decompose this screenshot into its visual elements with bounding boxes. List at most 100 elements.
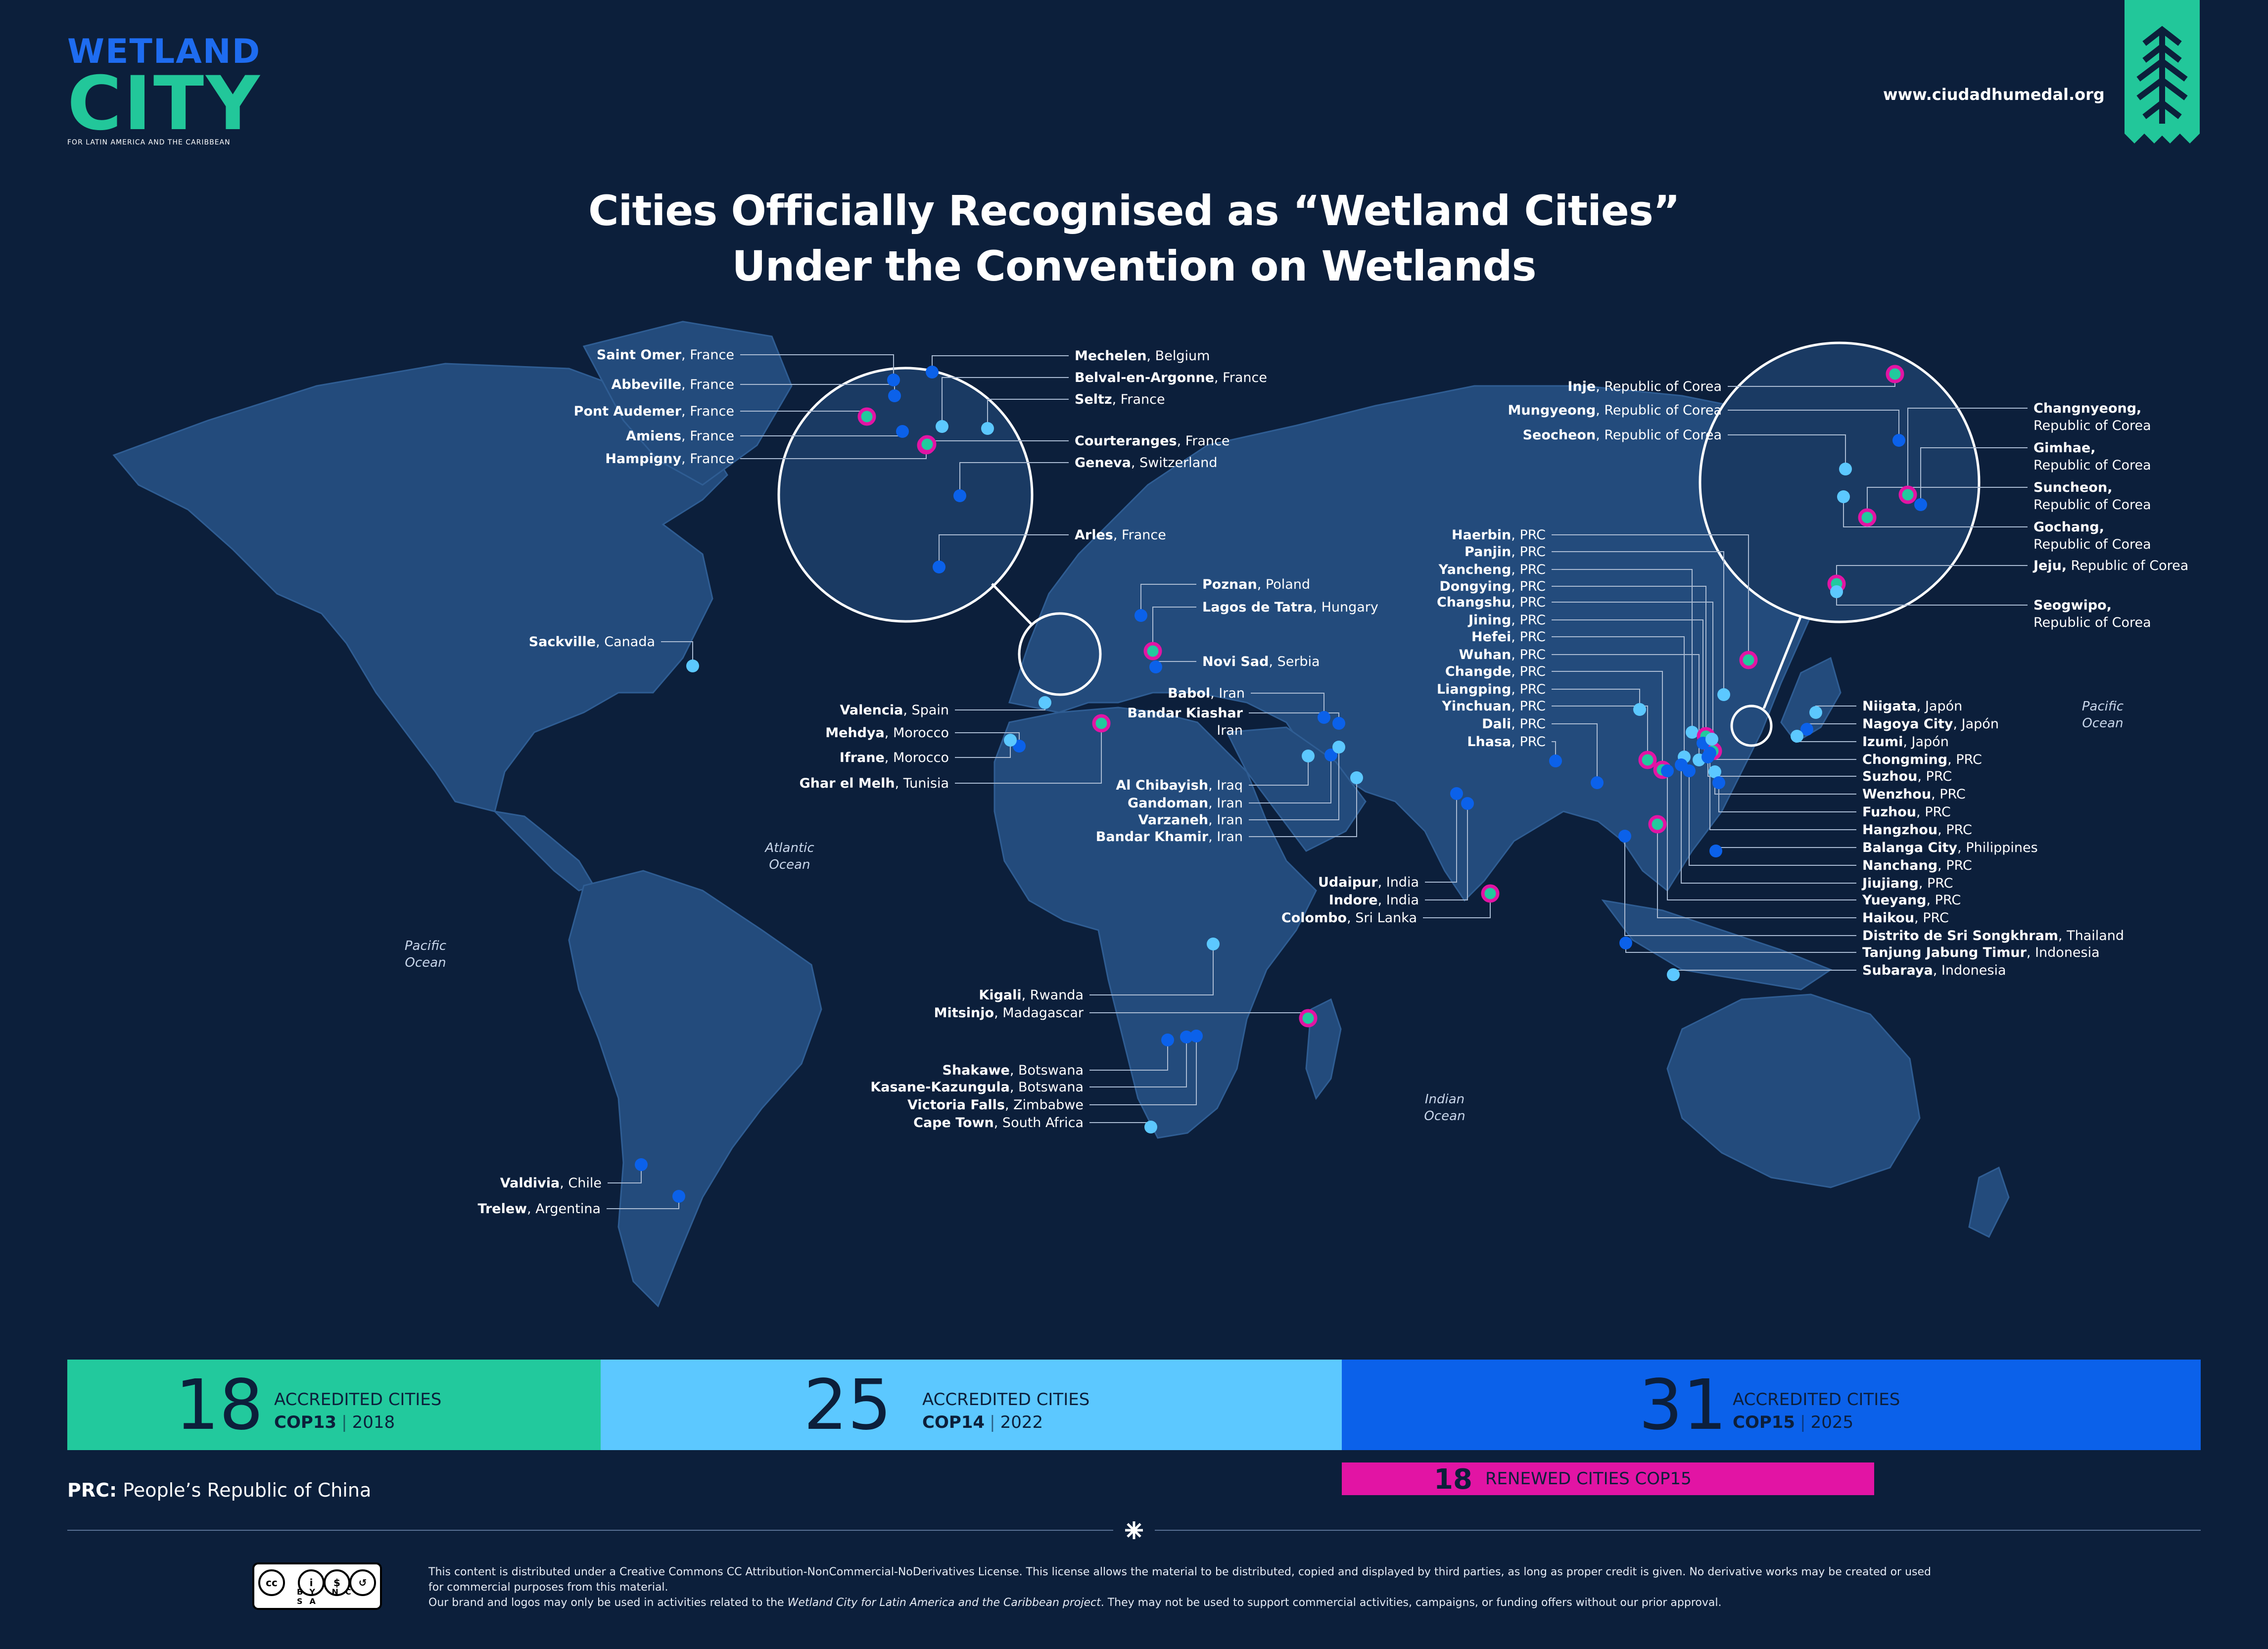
city-marker-chongming[interactable] <box>1705 733 1718 746</box>
city-marker-valdivia[interactable] <box>635 1158 648 1171</box>
city-marker-indore[interactable] <box>1461 797 1474 810</box>
city-marker-novi-sad[interactable] <box>1149 660 1162 673</box>
city-marker-shakawe[interactable] <box>1161 1034 1174 1046</box>
city-name: Balanga City <box>1862 840 1957 855</box>
city-marker-bandar-khamir[interactable] <box>1350 771 1363 784</box>
city-name: Niigata <box>1862 699 1917 714</box>
city-marker-courteranges[interactable] <box>918 435 937 454</box>
city-name: Gimhae, <box>2033 440 2096 456</box>
city-name: Dongying <box>1439 579 1511 594</box>
europe-zoom-circle <box>1018 612 1102 696</box>
city-marker-seogwipo[interactable] <box>1830 585 1843 598</box>
city-marker-jiujiang[interactable] <box>1675 758 1688 771</box>
city-marker-changnyeong[interactable] <box>1898 485 1917 504</box>
city-marker-sackville[interactable] <box>686 660 699 672</box>
city-label-saint-omer: Saint Omer, France <box>597 347 734 363</box>
city-marker-izumi[interactable] <box>1791 730 1803 743</box>
city-marker-babol[interactable] <box>1318 711 1330 724</box>
city-marker-colombo[interactable] <box>1481 884 1500 903</box>
city-marker-yinchuan[interactable] <box>1638 751 1657 769</box>
city-marker-wenzhou[interactable] <box>1708 765 1721 778</box>
city-marker-subaraya[interactable] <box>1667 968 1680 981</box>
city-marker-inje[interactable] <box>1886 365 1904 383</box>
city-marker-al-chibayish[interactable] <box>1302 750 1315 762</box>
city-dot <box>1207 938 1220 950</box>
city-name: Abbeville <box>612 377 682 392</box>
city-marker-mechelen[interactable] <box>926 366 939 378</box>
city-marker-pont-audemer[interactable] <box>857 407 876 426</box>
leader-changde <box>1552 671 1663 770</box>
city-label-changde: Changde, PRC <box>1445 664 1546 679</box>
city-dot <box>1549 754 1562 767</box>
city-marker-hangzhou[interactable] <box>1703 747 1716 759</box>
ocean-name: Atlantic <box>764 841 814 855</box>
city-dot <box>1839 463 1852 475</box>
city-country: , PRC <box>1919 876 1953 891</box>
city-country: , Spain <box>903 703 949 718</box>
city-marker-ghar-el-melh[interactable] <box>1092 714 1111 733</box>
japan-landmass <box>1780 657 1842 743</box>
city-marker-kasane-kazungula[interactable] <box>1180 1031 1193 1043</box>
city-marker-gimhae[interactable] <box>1914 498 1927 511</box>
wetland-city-logo[interactable]: WETLAND CITY FOR LATIN AMERICA AND THE C… <box>67 35 262 147</box>
city-marker-haerbin[interactable] <box>1739 651 1758 669</box>
city-marker-amiens[interactable] <box>896 425 909 438</box>
city-country: , Rwanda <box>1022 988 1084 1003</box>
city-marker-arles[interactable] <box>933 561 945 573</box>
city-marker-udaipur[interactable] <box>1450 787 1463 800</box>
city-marker-yueyang[interactable] <box>1661 764 1674 777</box>
city-marker-lagos-de-tatra[interactable] <box>1143 642 1162 660</box>
city-marker-haikou[interactable] <box>1648 815 1667 834</box>
city-marker-seocheon[interactable] <box>1839 463 1852 475</box>
city-marker-bandar-kiashar[interactable] <box>1332 717 1345 730</box>
city-marker-varzaneh[interactable] <box>1332 741 1345 754</box>
city-marker-victoria-falls[interactable] <box>1190 1030 1203 1042</box>
creative-commons-badge[interactable]: cc i $ ↺ BY NC SA <box>252 1562 382 1610</box>
city-country: , Botswana <box>1010 1063 1084 1078</box>
city-marker-mitsinjo[interactable] <box>1299 1009 1318 1028</box>
leader-panjin <box>1552 551 1724 695</box>
city-marker-seltz[interactable] <box>981 422 994 435</box>
city-marker-yancheng[interactable] <box>1686 726 1699 739</box>
city-dot <box>918 435 937 454</box>
city-marker-niigata[interactable] <box>1809 706 1822 719</box>
city-marker-mungyeong[interactable] <box>1892 434 1905 447</box>
stat-cop: COP15 <box>1733 1413 1796 1432</box>
city-marker-poznan[interactable] <box>1134 609 1147 622</box>
renewed-number: 18 <box>1434 1463 1472 1496</box>
city-marker-fuzhou[interactable] <box>1712 776 1725 789</box>
city-marker-belval-en-argonne[interactable] <box>936 420 948 433</box>
city-dot <box>1717 688 1730 701</box>
city-marker-geneva[interactable] <box>953 489 966 502</box>
city-marker-suncheon[interactable] <box>1858 508 1877 527</box>
city-marker-nagoya-city[interactable] <box>1800 723 1813 736</box>
city-marker-liangping[interactable] <box>1633 703 1646 716</box>
website-link[interactable]: www.ciudadhumedal.org <box>1883 85 2105 104</box>
city-name: Novi Sad <box>1202 654 1269 669</box>
city-marker-dali[interactable] <box>1591 776 1604 789</box>
city-marker-cape-town[interactable] <box>1144 1121 1157 1133</box>
stat-cop-line: COP14 | 2022 <box>922 1411 1089 1434</box>
city-name: Panjin <box>1465 544 1511 560</box>
city-name: Yancheng <box>1438 562 1512 577</box>
city-marker-saint-omer[interactable] <box>887 374 900 386</box>
city-country: Republic of Corea <box>2033 497 2151 513</box>
city-marker-kigali[interactable] <box>1207 938 1220 950</box>
city-marker-abbeville[interactable] <box>888 389 901 402</box>
city-marker-trelew[interactable] <box>672 1190 685 1203</box>
ocean-labels: Atlantic Ocean Pacific Ocean Pacific Ocean … <box>405 699 2124 1124</box>
city-marker-distrito-de-sri-songkhram[interactable] <box>1618 830 1631 843</box>
leader-shakawe <box>1089 1040 1168 1071</box>
city-country: , PRC <box>1511 647 1546 662</box>
city-marker-gochang[interactable] <box>1837 490 1850 503</box>
city-marker-tanjung-jabung-timur[interactable] <box>1619 937 1632 949</box>
city-marker-panjin[interactable] <box>1717 688 1730 701</box>
stat-cop: COP13 <box>274 1413 337 1432</box>
city-marker-ifrane[interactable] <box>1004 734 1017 747</box>
city-marker-gandoman[interactable] <box>1324 749 1337 761</box>
city-marker-valencia[interactable] <box>1039 696 1051 709</box>
city-country: , Tunisia <box>895 776 949 791</box>
city-dot <box>1299 1009 1318 1028</box>
city-marker-balanga-city[interactable] <box>1709 845 1722 857</box>
city-marker-lhasa[interactable] <box>1549 754 1562 767</box>
